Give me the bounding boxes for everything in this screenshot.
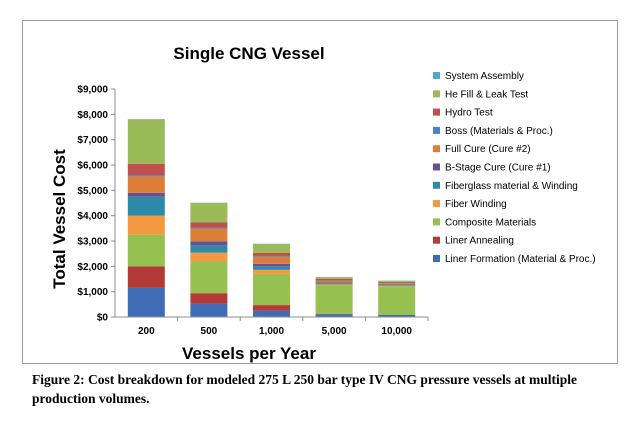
bar-segment (127, 119, 165, 164)
legend-label: Liner Formation (Material & Proc.) (445, 254, 596, 265)
bar-segment (315, 313, 353, 315)
bar-segment (253, 310, 290, 317)
y-tick-label: $2,000 (77, 262, 108, 273)
legend-swatch (433, 145, 440, 153)
legend-swatch (433, 255, 440, 262)
bar-segment (190, 227, 228, 229)
bar-segment (127, 196, 165, 216)
legend-label: He Fill & Leak Test (445, 89, 528, 100)
legend-swatch (433, 200, 440, 208)
legend: System Assembly He Fill & Leak Test Hydro … (433, 71, 596, 265)
x-axis-title: Vessels per Year (182, 344, 316, 363)
bar-segment (378, 284, 416, 286)
bar-segment (253, 305, 290, 311)
bar-segment (190, 303, 228, 317)
bar-segment (127, 163, 165, 176)
x-tick-label: 10,000 (381, 326, 412, 337)
bar-segment (253, 269, 290, 274)
bar-segment (253, 252, 290, 256)
legend-label: B-Stage Cure (Cure #1) (445, 163, 551, 174)
y-tick-label: $1,000 (77, 287, 108, 298)
bar-segment (190, 245, 228, 253)
legend-label: Full Cure (Cure #2) (445, 144, 531, 155)
bar-segment (127, 287, 165, 317)
y-tick-label: $0 (97, 313, 109, 324)
legend-label: Composite Materials (445, 217, 536, 228)
figure-caption: Figure 2: Cost breakdown for modeled 275… (32, 372, 578, 406)
bar-segment (253, 255, 290, 257)
chart-title: Single CNG Vessel (173, 44, 324, 63)
legend-swatch (433, 163, 440, 171)
y-tick-label: $3,000 (77, 237, 108, 248)
y-tick-label: $7,000 (77, 135, 108, 146)
bar-segment (378, 286, 416, 315)
bar-segment (253, 266, 290, 270)
bar-segment (315, 280, 353, 281)
bar-segment (378, 285, 416, 287)
bar-segment (315, 279, 353, 281)
y-axis: $0 $1,000 $2,000 $3,000 $4,000 $5,000 $6,000 $7… (77, 85, 116, 324)
y-tick-label: $4,000 (77, 211, 108, 222)
bar-segment (127, 175, 165, 177)
x-axis: 200 500 1,000 5,000 10,000 (115, 316, 429, 337)
bar-segment (253, 244, 290, 253)
bar-segment (253, 263, 290, 267)
bar-segment (127, 192, 165, 197)
bar-segment (190, 261, 228, 294)
bar-segment (378, 283, 416, 285)
bar-segment (315, 280, 353, 283)
bar-segment (253, 273, 290, 306)
y-tick-label: $5,000 (77, 186, 108, 197)
bar-segment (378, 314, 416, 317)
bar-segment (253, 256, 290, 264)
bar-segment (315, 277, 353, 279)
legend-swatch (433, 126, 440, 134)
bar-segment (190, 222, 228, 228)
y-tick-label: $9,000 (77, 85, 108, 96)
x-tick-label: 500 (201, 326, 218, 337)
bar-segment (190, 293, 228, 304)
bar-segment (315, 285, 353, 314)
x-tick-label: 5,000 (322, 326, 347, 337)
bar-segment (190, 241, 228, 246)
bar-segment (315, 284, 353, 286)
legend-swatch (433, 218, 440, 226)
bar-segment (190, 203, 228, 223)
bar-segment (190, 228, 228, 242)
legend-swatch (433, 181, 440, 189)
bar-segment (378, 281, 416, 283)
bar-segment (190, 252, 228, 262)
y-axis-title: Total Vessel Cost (50, 149, 69, 289)
x-tick-label: 200 (138, 326, 155, 337)
bar-segment (127, 266, 165, 288)
legend-label: Fiber Winding (445, 199, 507, 210)
legend-label: Liner Annealing (445, 236, 514, 247)
legend-label: Fiberglass material & Winding (445, 181, 578, 192)
bar-segment (315, 314, 353, 317)
legend-label: System Assembly (445, 71, 524, 82)
legend-label: Boss (Materials & Proc.) (445, 126, 553, 137)
stacked-bar-chart: Single CNG Vessel Vessels per Year Total… (50, 44, 596, 363)
legend-swatch (433, 90, 440, 98)
legend-swatch (433, 108, 440, 116)
legend-swatch (433, 236, 440, 244)
legend-label: Hydro Test (445, 108, 493, 119)
y-tick-label: $8,000 (77, 110, 108, 121)
legend-swatch (433, 72, 440, 79)
chart-area: Single CNG Vessel Vessels per Year Total… (22, 20, 618, 364)
bar-segment (378, 285, 416, 286)
bar-segment (127, 215, 165, 235)
bar-segment (127, 176, 165, 193)
x-tick-label: 1,000 (259, 326, 284, 337)
bars-group (127, 119, 416, 317)
bar-segment (378, 282, 416, 284)
bar-segment (315, 283, 353, 285)
bar-segment (378, 280, 416, 282)
y-tick-label: $6,000 (77, 161, 108, 172)
bar-segment (127, 234, 165, 267)
bar-segment (315, 282, 353, 284)
